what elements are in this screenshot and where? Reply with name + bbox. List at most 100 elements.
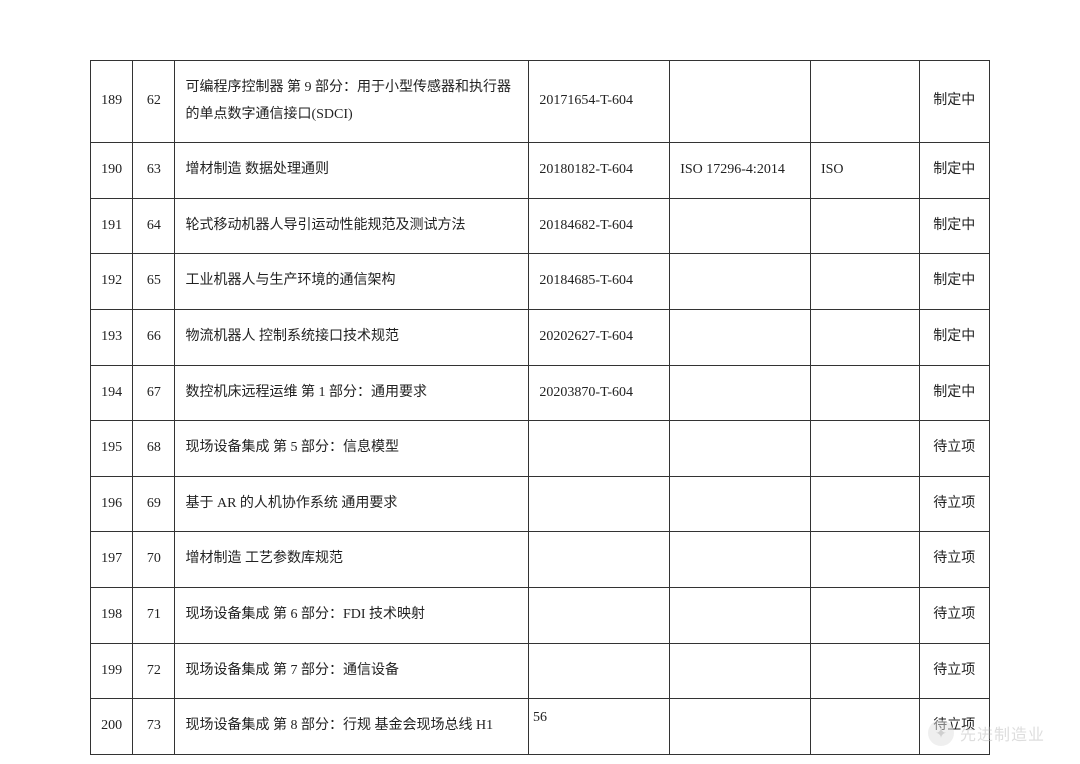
iso-reference: [670, 532, 811, 588]
iso-reference: [670, 198, 811, 254]
standard-title: 增材制造 数据处理通则: [175, 143, 529, 199]
global-sequence: 196: [91, 476, 133, 532]
global-sequence: 193: [91, 309, 133, 365]
table-row: 19265工业机器人与生产环境的通信架构20184685-T-604 制定中: [91, 254, 990, 310]
table-row: 19568现场设备集成 第 5 部分：信息模型 待立项: [91, 421, 990, 477]
org: [810, 532, 919, 588]
local-sequence: 64: [133, 198, 175, 254]
plan-code: 20203870-T-604: [529, 365, 670, 421]
status: 待立项: [919, 532, 989, 588]
table-row: 20073现场设备集成 第 8 部分：行规 基金会现场总线 H1待立项: [91, 699, 990, 755]
status: 待立项: [919, 476, 989, 532]
standard-title: 增材制造 工艺参数库规范: [175, 532, 529, 588]
status: 制定中: [919, 309, 989, 365]
iso-reference: [670, 476, 811, 532]
global-sequence: 199: [91, 643, 133, 699]
org: [810, 476, 919, 532]
standard-title: 基于 AR 的人机协作系统 通用要求: [175, 476, 529, 532]
table-row: 19669基于 AR 的人机协作系统 通用要求 待立项: [91, 476, 990, 532]
local-sequence: 68: [133, 421, 175, 477]
local-sequence: 62: [133, 61, 175, 143]
standards-table: 18962可编程序控制器 第 9 部分：用于小型传感器和执行器的单点数字通信接口…: [90, 60, 990, 755]
page-number: 56: [0, 710, 1080, 726]
local-sequence: 70: [133, 532, 175, 588]
document-page: 18962可编程序控制器 第 9 部分：用于小型传感器和执行器的单点数字通信接口…: [0, 0, 1080, 764]
table-row: 19366物流机器人 控制系统接口技术规范20202627-T-604 制定中: [91, 309, 990, 365]
org: [810, 61, 919, 143]
global-sequence: 194: [91, 365, 133, 421]
org: ISO: [810, 143, 919, 199]
iso-reference: [670, 61, 811, 143]
local-sequence: 72: [133, 643, 175, 699]
iso-reference: [670, 309, 811, 365]
iso-reference: [670, 254, 811, 310]
standard-title: 轮式移动机器人导引运动性能规范及测试方法: [175, 198, 529, 254]
plan-code: 20180182-T-604: [529, 143, 670, 199]
standard-title: 现场设备集成 第 8 部分：行规 基金会现场总线 H1: [175, 699, 529, 755]
plan-code: 20184682-T-604: [529, 198, 670, 254]
plan-code: 20184685-T-604: [529, 254, 670, 310]
table-row: 19871现场设备集成 第 6 部分：FDI 技术映射 待立项: [91, 587, 990, 643]
standard-title: 现场设备集成 第 5 部分：信息模型: [175, 421, 529, 477]
standard-title: 现场设备集成 第 6 部分：FDI 技术映射: [175, 587, 529, 643]
global-sequence: 189: [91, 61, 133, 143]
global-sequence: 195: [91, 421, 133, 477]
status: 待立项: [919, 643, 989, 699]
org: [810, 587, 919, 643]
global-sequence: 200: [91, 699, 133, 755]
global-sequence: 190: [91, 143, 133, 199]
standard-title: 工业机器人与生产环境的通信架构: [175, 254, 529, 310]
status: 制定中: [919, 365, 989, 421]
standard-title: 物流机器人 控制系统接口技术规范: [175, 309, 529, 365]
watermark-text: 先进制造业: [960, 721, 1045, 745]
local-sequence: 71: [133, 587, 175, 643]
org: [810, 643, 919, 699]
org: [810, 254, 919, 310]
org: [810, 309, 919, 365]
plan-code: [529, 587, 670, 643]
table-row: 19467数控机床远程运维 第 1 部分：通用要求20203870-T-604 制…: [91, 365, 990, 421]
status: 待立项: [919, 421, 989, 477]
table-row: 19063增材制造 数据处理通则20180182-T-604ISO 17296-…: [91, 143, 990, 199]
table-row: 19972现场设备集成 第 7 部分：通信设备 待立项: [91, 643, 990, 699]
plan-code: 20171654-T-604: [529, 61, 670, 143]
standard-title: 数控机床远程运维 第 1 部分：通用要求: [175, 365, 529, 421]
iso-reference: [670, 365, 811, 421]
status: 制定中: [919, 143, 989, 199]
standard-title: 可编程序控制器 第 9 部分：用于小型传感器和执行器的单点数字通信接口(SDCI…: [175, 61, 529, 143]
global-sequence: 197: [91, 532, 133, 588]
iso-reference: [670, 699, 811, 755]
local-sequence: 67: [133, 365, 175, 421]
plan-code: 20202627-T-604: [529, 309, 670, 365]
table-row: 19164轮式移动机器人导引运动性能规范及测试方法20184682-T-604 制…: [91, 198, 990, 254]
local-sequence: 69: [133, 476, 175, 532]
iso-reference: [670, 587, 811, 643]
org: [810, 365, 919, 421]
wechat-icon: ✦: [928, 720, 954, 746]
iso-reference: ISO 17296-4:2014: [670, 143, 811, 199]
plan-code: [529, 476, 670, 532]
local-sequence: 63: [133, 143, 175, 199]
global-sequence: 198: [91, 587, 133, 643]
iso-reference: [670, 643, 811, 699]
org: [810, 421, 919, 477]
table-row: 18962可编程序控制器 第 9 部分：用于小型传感器和执行器的单点数字通信接口…: [91, 61, 990, 143]
standard-title: 现场设备集成 第 7 部分：通信设备: [175, 643, 529, 699]
status: 制定中: [919, 254, 989, 310]
local-sequence: 66: [133, 309, 175, 365]
table-row: 19770增材制造 工艺参数库规范 待立项: [91, 532, 990, 588]
global-sequence: 191: [91, 198, 133, 254]
iso-reference: [670, 421, 811, 477]
watermark: ✦ 先进制造业: [928, 720, 1045, 746]
local-sequence: 65: [133, 254, 175, 310]
local-sequence: 73: [133, 699, 175, 755]
plan-code: [529, 699, 670, 755]
org: [810, 198, 919, 254]
plan-code: [529, 532, 670, 588]
status: 制定中: [919, 61, 989, 143]
status: 制定中: [919, 198, 989, 254]
status: 待立项: [919, 587, 989, 643]
global-sequence: 192: [91, 254, 133, 310]
plan-code: [529, 421, 670, 477]
plan-code: [529, 643, 670, 699]
